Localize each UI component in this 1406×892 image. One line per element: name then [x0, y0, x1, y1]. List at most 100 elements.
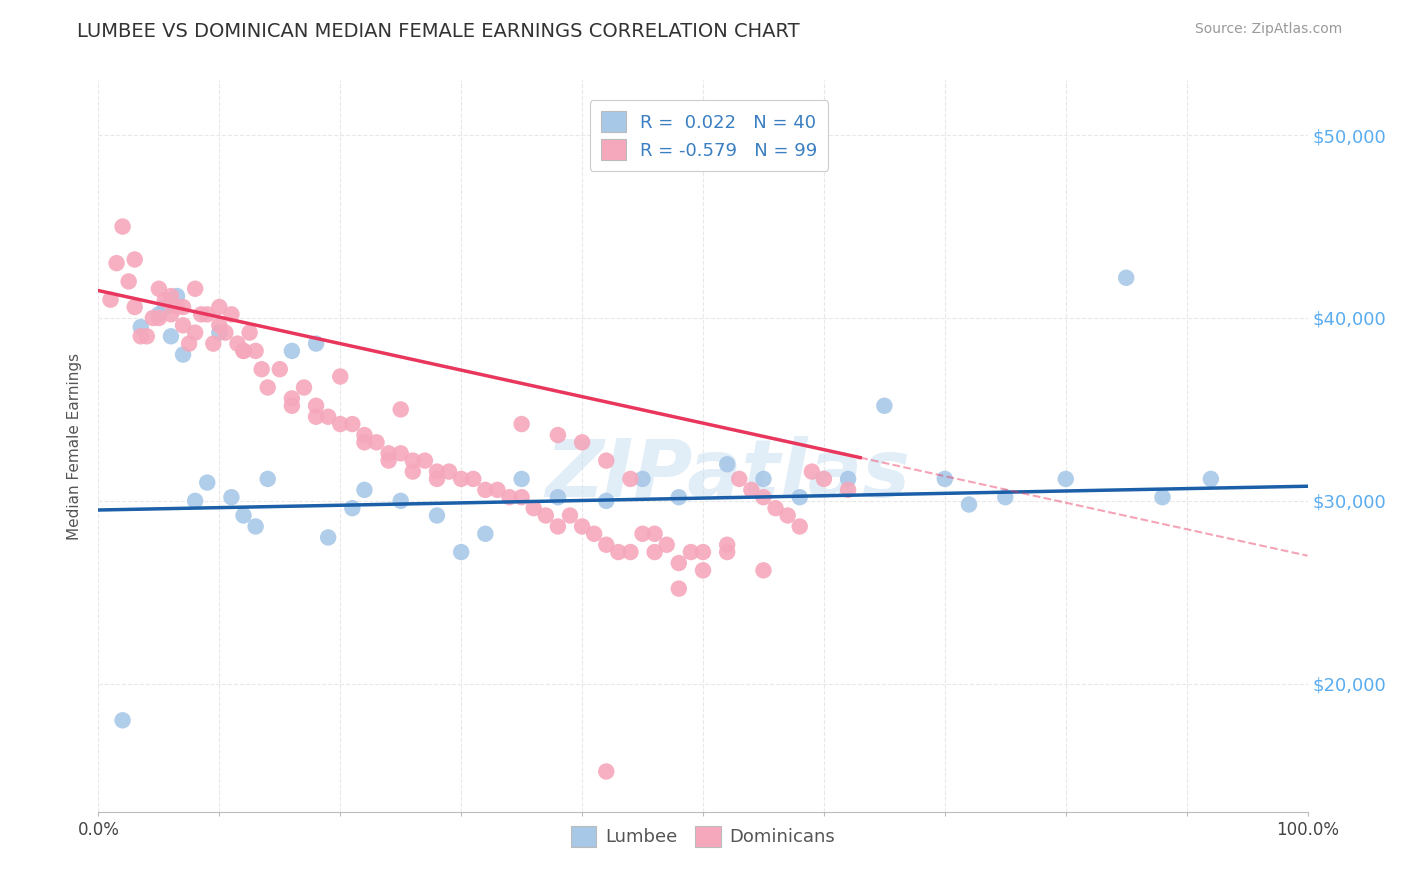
Point	[208, 326, 231, 340]
Point	[510, 472, 533, 486]
Point	[426, 508, 449, 523]
Point	[153, 300, 176, 314]
Point	[111, 219, 134, 234]
Point	[250, 362, 273, 376]
Point	[558, 508, 581, 523]
Point	[190, 307, 212, 321]
Point	[619, 545, 641, 559]
Point	[214, 326, 236, 340]
Point	[547, 519, 569, 533]
Point	[305, 409, 328, 424]
Point	[776, 508, 799, 523]
Point	[631, 526, 654, 541]
Point	[160, 307, 183, 321]
Point	[740, 483, 762, 497]
Point	[342, 501, 364, 516]
Point	[595, 493, 617, 508]
Point	[474, 483, 496, 497]
Point	[148, 282, 170, 296]
Point	[934, 472, 956, 486]
Point	[389, 402, 412, 417]
Point	[195, 475, 218, 490]
Point	[118, 274, 141, 288]
Point	[800, 465, 823, 479]
Point	[547, 428, 569, 442]
Legend: Lumbee, Dominicans: Lumbee, Dominicans	[564, 819, 842, 854]
Point	[148, 310, 170, 325]
Point	[172, 347, 194, 362]
Point	[195, 307, 218, 321]
Point	[655, 538, 678, 552]
Point	[486, 483, 509, 497]
Point	[239, 326, 262, 340]
Point	[281, 399, 304, 413]
Point	[789, 519, 811, 533]
Point	[305, 399, 328, 413]
Point	[1199, 472, 1222, 486]
Point	[148, 307, 170, 321]
Point	[111, 714, 134, 728]
Point	[226, 336, 249, 351]
Point	[837, 472, 859, 486]
Point	[523, 501, 546, 516]
Point	[329, 369, 352, 384]
Point	[450, 472, 472, 486]
Point	[402, 453, 425, 467]
Point	[232, 343, 254, 358]
Point	[957, 498, 980, 512]
Point	[595, 538, 617, 552]
Point	[269, 362, 291, 376]
Point	[124, 252, 146, 267]
Point	[135, 329, 157, 343]
Point	[607, 545, 630, 559]
Point	[389, 446, 412, 460]
Point	[716, 457, 738, 471]
Point	[221, 307, 243, 321]
Point	[160, 329, 183, 343]
Point	[837, 483, 859, 497]
Point	[510, 417, 533, 431]
Point	[316, 409, 339, 424]
Point	[389, 493, 412, 508]
Point	[1152, 490, 1174, 504]
Point	[232, 343, 254, 358]
Point	[172, 318, 194, 333]
Point	[377, 446, 399, 460]
Point	[547, 490, 569, 504]
Point	[644, 526, 666, 541]
Point	[256, 472, 278, 486]
Point	[595, 764, 617, 779]
Point	[305, 336, 328, 351]
Point	[124, 300, 146, 314]
Text: Source: ZipAtlas.com: Source: ZipAtlas.com	[1195, 22, 1343, 37]
Point	[595, 453, 617, 467]
Point	[342, 417, 364, 431]
Point	[765, 501, 787, 516]
Point	[105, 256, 128, 270]
Point	[281, 343, 304, 358]
Point	[873, 399, 896, 413]
Point	[752, 490, 775, 504]
Point	[450, 545, 472, 559]
Point	[245, 519, 267, 533]
Text: ZIPatlas: ZIPatlas	[544, 436, 910, 515]
Point	[668, 490, 690, 504]
Point	[994, 490, 1017, 504]
Point	[752, 563, 775, 577]
Point	[402, 465, 425, 479]
Point	[329, 417, 352, 431]
Point	[619, 472, 641, 486]
Point	[752, 472, 775, 486]
Point	[166, 289, 188, 303]
Point	[692, 545, 714, 559]
Point	[668, 582, 690, 596]
Point	[716, 538, 738, 552]
Point	[184, 282, 207, 296]
Point	[631, 472, 654, 486]
Point	[208, 318, 231, 333]
Point	[208, 300, 231, 314]
Point	[679, 545, 702, 559]
Point	[160, 289, 183, 303]
Y-axis label: Median Female Earnings: Median Female Earnings	[67, 352, 83, 540]
Point	[413, 453, 436, 467]
